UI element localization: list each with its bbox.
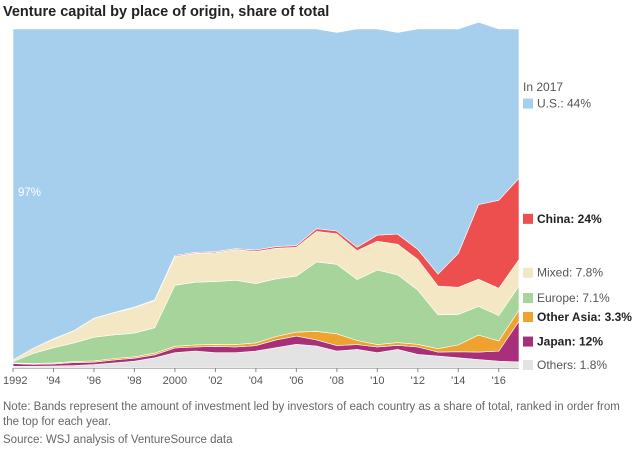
x-tick-label: '94 <box>46 375 60 387</box>
legend-label-others: Others: 1.8% <box>537 358 607 372</box>
legend-swatch-other-asia <box>523 311 533 322</box>
chart-note: Note: Bands represent the amount of inve… <box>3 401 620 428</box>
legend-label-mixed: Mixed: 7.8% <box>537 266 603 280</box>
x-tick-label: '02 <box>208 375 222 387</box>
legend-swatch-others <box>523 359 533 370</box>
legend-swatch-europe <box>523 292 533 303</box>
chart-source: Source: WSJ analysis of VentureSource da… <box>3 434 233 446</box>
chart-title: Venture capital by place of origin, shar… <box>3 4 330 20</box>
x-tick-label: 1992 <box>3 375 27 387</box>
x-axis: 1992 '94 '96 '98 2000 '02 '04 '06 '08 '10 '12 '14 '1… <box>3 368 519 387</box>
x-tick-label: '14 <box>451 375 465 387</box>
legend-swatch-u-s <box>523 98 533 109</box>
legend-header: In 2017 <box>523 80 563 94</box>
x-tick-label: '08 <box>330 375 344 387</box>
legend-label-europe: Europe: 7.1% <box>537 291 610 305</box>
chart-legend: In 2017 Others: 1.8% Japan: 12% Other Asia:… <box>523 80 632 372</box>
legend-label-u-s: U.S.: 44% <box>537 97 591 111</box>
x-tick-label: '06 <box>289 375 303 387</box>
legend-swatch-china <box>523 213 533 224</box>
legend-label-other-asia: Other Asia: 3.3% <box>537 310 632 324</box>
legend-swatch-japan <box>523 336 533 347</box>
chart-bands <box>12 21 520 369</box>
x-tick-label: '12 <box>411 375 425 387</box>
legend-label-china: China: 24% <box>537 212 602 226</box>
band-u-s <box>12 21 520 361</box>
x-tick-label: '98 <box>127 375 141 387</box>
x-tick-label: '16 <box>492 375 506 387</box>
legend-swatch-mixed <box>523 267 533 278</box>
x-tick-label: '04 <box>249 375 263 387</box>
x-tick-label: '10 <box>370 375 384 387</box>
x-tick-label: 2000 <box>163 375 187 387</box>
legend-label-japan: Japan: 12% <box>537 335 603 349</box>
x-tick-label: '96 <box>87 375 101 387</box>
annotation-us-1992: 97% <box>18 187 41 199</box>
